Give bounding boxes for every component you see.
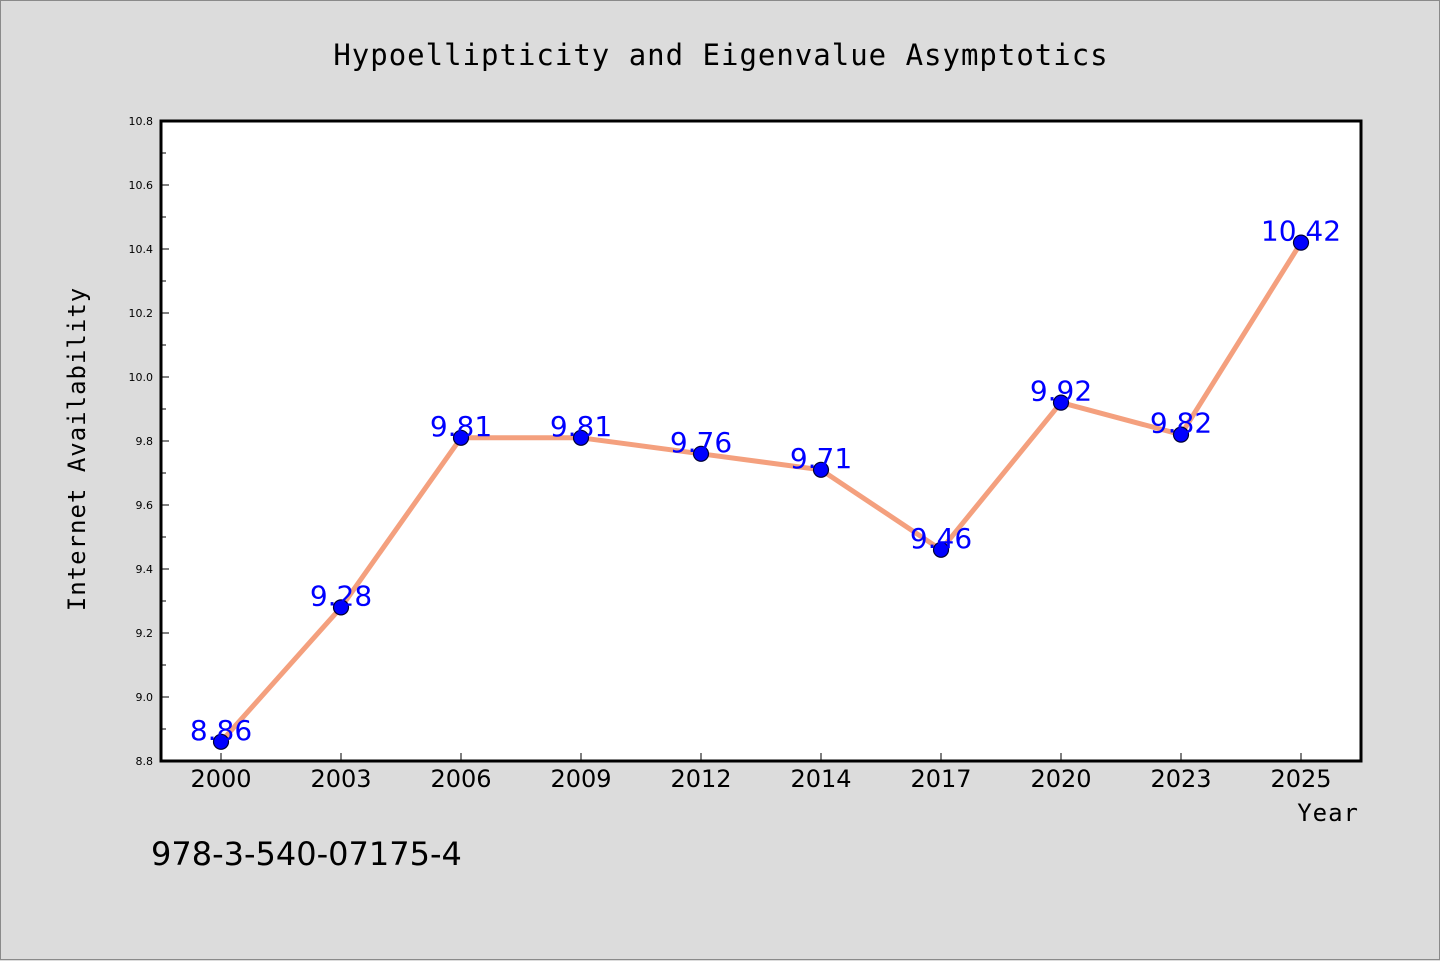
x-tick-label: 2025 bbox=[1270, 765, 1331, 793]
x-tick-label: 2003 bbox=[310, 765, 371, 793]
data-label: 10.42 bbox=[1261, 215, 1341, 248]
y-tick-label: 9.0 bbox=[136, 691, 154, 704]
data-point bbox=[452, 429, 470, 446]
x-tick-label: 2023 bbox=[1150, 765, 1211, 793]
data-label: 9.71 bbox=[790, 442, 852, 475]
x-tick-label: 2009 bbox=[550, 765, 611, 793]
y-tick-label: 10.4 bbox=[129, 243, 154, 256]
series-line bbox=[212, 234, 1310, 750]
data-label: 9.92 bbox=[1030, 375, 1092, 408]
x-tick-label: 2000 bbox=[190, 765, 251, 793]
x-tick-label: 2020 bbox=[1030, 765, 1091, 793]
y-tick-label: 9.8 bbox=[136, 435, 154, 448]
y-tick-label: 8.8 bbox=[136, 755, 154, 768]
data-label: 9.46 bbox=[910, 522, 972, 555]
data-point bbox=[932, 541, 950, 558]
y-axis-label: Internet Availability bbox=[63, 287, 91, 611]
y-tick-label: 10.0 bbox=[129, 371, 154, 384]
data-label: 9.28 bbox=[310, 579, 372, 612]
y-tick-label: 10.2 bbox=[129, 307, 154, 320]
data-point bbox=[812, 461, 830, 478]
y-tick-label: 10.6 bbox=[129, 179, 154, 192]
series-polyline bbox=[219, 241, 1304, 744]
footnote-isbn: 978-3-540-07175-4 bbox=[151, 835, 462, 873]
data-point bbox=[1172, 426, 1190, 443]
y-tick-label: 9.4 bbox=[136, 563, 154, 576]
x-axis: 2000 2003 2006 2009 2012 2014 2017 2020 2023 2025 bbox=[190, 753, 1332, 793]
plot-area bbox=[159, 119, 1363, 763]
y-axis: 8.8 9.0 9.2 9.4 9.6 9.8 10.0 10.2 10.4 10.6 10.8 bbox=[129, 115, 169, 768]
chart-title: Hypoellipticity and Eigenvalue Asymptoti… bbox=[333, 38, 1108, 72]
data-labels: 8.86 9.28 9.81 9.81 9.76 9.71 9.46 9.92 9.82 10.4… bbox=[190, 215, 1341, 747]
x-tick-label: 2012 bbox=[670, 765, 731, 793]
x-tick-label: 2017 bbox=[910, 765, 971, 793]
data-point bbox=[1052, 394, 1070, 411]
data-point bbox=[692, 445, 710, 462]
x-axis-label: Year bbox=[1297, 799, 1359, 827]
y-tick-label: 9.6 bbox=[136, 499, 154, 512]
data-point bbox=[1292, 234, 1310, 251]
x-tick-label: 2006 bbox=[430, 765, 491, 793]
data-point bbox=[212, 733, 230, 750]
x-tick-label: 2014 bbox=[790, 765, 851, 793]
data-label: 9.82 bbox=[1150, 407, 1212, 440]
data-label: 8.86 bbox=[190, 714, 252, 747]
y-tick-label: 10.8 bbox=[129, 115, 154, 128]
data-point bbox=[572, 429, 590, 446]
data-point bbox=[332, 599, 350, 616]
data-label: 9.81 bbox=[430, 410, 492, 443]
data-label: 9.81 bbox=[550, 410, 612, 443]
data-label: 9.76 bbox=[670, 426, 732, 459]
y-tick-label: 9.2 bbox=[136, 627, 154, 640]
